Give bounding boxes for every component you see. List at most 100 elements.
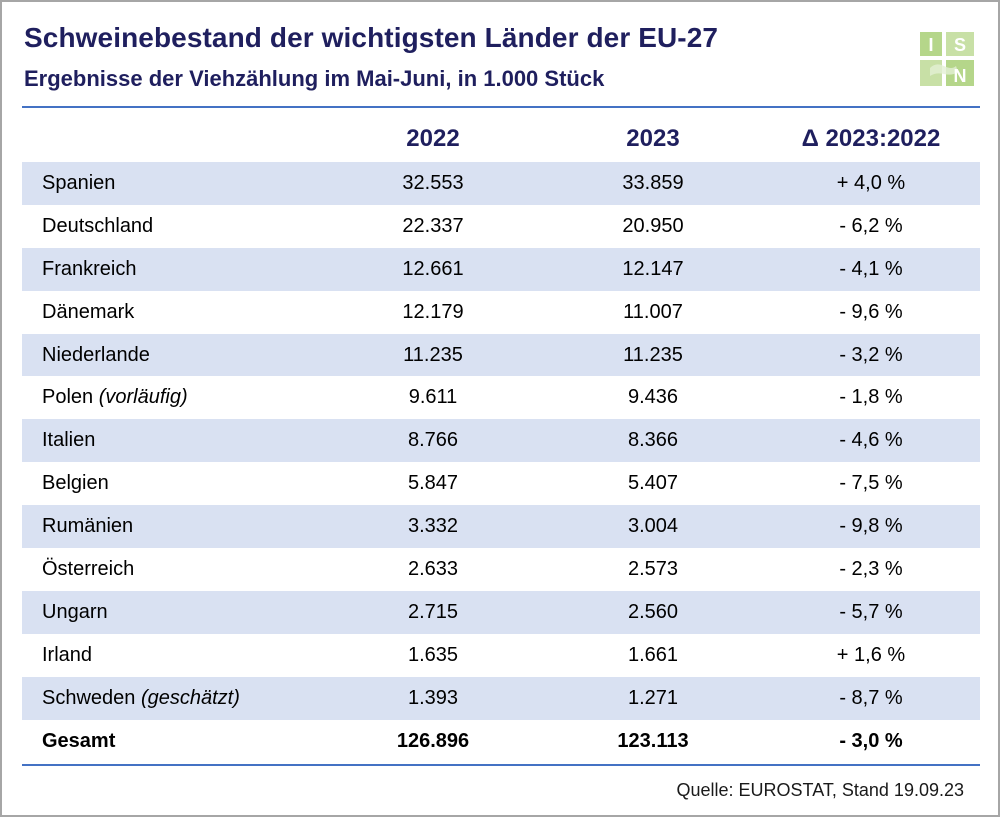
value-2023: 33.859: [544, 162, 762, 205]
country-cell: Dänemark: [22, 291, 322, 334]
country-note: (geschätzt): [140, 686, 240, 709]
value-2022: 5.847: [407, 472, 459, 495]
change-value: - 8,7 %: [762, 676, 980, 720]
value-2023: 11.235: [544, 333, 762, 377]
table-row: Ungarn 2.715 2.560- 5,7 %: [22, 590, 980, 634]
value-2023: 9.436: [627, 386, 679, 409]
value-2023: 2.573: [627, 557, 679, 580]
change-value: - 9,8 %: [762, 505, 980, 549]
change-value: - 5,7 %: [762, 590, 980, 634]
value-2023: 1.271: [544, 676, 762, 720]
value-2023: 12.147: [544, 247, 762, 291]
value-2023: 5.407: [627, 472, 679, 495]
header-country: [22, 116, 322, 162]
change-value: - 2,3 %: [839, 557, 903, 580]
country-cell: Ungarn: [22, 590, 322, 634]
country-cell: Spanien: [22, 162, 322, 205]
table-row: Rumänien 3.332 3.004- 9,8 %: [22, 505, 980, 549]
total-change: - 3,0 %: [839, 729, 903, 752]
country-cell: Niederlande: [22, 333, 322, 377]
header-2023: 2023: [626, 125, 680, 152]
change-value: - 6,2 %: [839, 214, 903, 237]
table-row: Niederlande 11.235 11.235- 3,2 %: [22, 333, 980, 377]
change-value: - 4,1 %: [762, 247, 980, 291]
value-2022: 8.766: [322, 419, 544, 463]
country-name: Dänemark: [42, 300, 135, 323]
table-body: Spanien 32.553 33.859 + 4,0 % Deutschland 22.…: [22, 162, 980, 762]
table-bottom-rule: [22, 764, 980, 766]
table-row: Schweden (geschätzt) 1.393 1.271- 8,7 %: [22, 676, 980, 720]
source-note: Quelle: EUROSTAT, Stand 19.09.23: [676, 780, 964, 800]
country-name: Frankreich: [42, 257, 137, 280]
change-value: + 4,0 %: [762, 162, 980, 205]
change-value: + 1,6 %: [836, 643, 906, 666]
table-row: Spanien 32.553 33.859 + 4,0 %: [22, 162, 980, 205]
country-cell: Polen (vorläufig): [22, 376, 322, 419]
country-cell: Frankreich: [22, 247, 322, 291]
change-value: - 7,5 %: [839, 472, 903, 495]
table-row: Dänemark 12.179 11.007 - 9,6 %: [22, 291, 980, 334]
country-note: (vorläufig): [98, 386, 188, 409]
country-cell: Italien: [22, 419, 322, 463]
country-cell: Irland: [22, 634, 322, 677]
value-2022: 1.393: [322, 676, 544, 720]
country-name: Deutschland: [42, 214, 154, 237]
value-2022: 1.635: [407, 643, 459, 666]
value-2023: 8.366: [544, 419, 762, 463]
country-name: Italien: [42, 429, 96, 452]
country-cell: Rumänien: [22, 505, 322, 549]
country-cell: Österreich: [22, 548, 322, 591]
table-row: Österreich 2.633 2.573 - 2,3 %: [22, 548, 980, 591]
country-name: Rumänien: [42, 515, 134, 538]
country-name: Irland: [42, 643, 93, 666]
value-2022: 11.235: [322, 333, 544, 377]
country-name: Niederlande: [42, 343, 150, 366]
country-name: Schweden: [42, 686, 136, 709]
total-2022: 126.896: [396, 729, 470, 752]
change-value: - 9,6 %: [839, 300, 903, 323]
country-cell: Belgien: [22, 462, 322, 505]
table-header-row: 2022 2023 Δ 2023:2022: [22, 116, 980, 162]
value-2022: 9.611: [408, 386, 458, 409]
value-2023: 20.950: [622, 214, 684, 237]
country-cell: Deutschland: [22, 205, 322, 248]
page-subtitle: Ergebnisse der Viehzählung im Mai-Juni, …: [24, 66, 605, 91]
logo-letter-s: S: [954, 35, 966, 55]
change-value: - 3,2 %: [762, 333, 980, 377]
change-value: - 4,6 %: [762, 419, 980, 463]
country-name: Österreich: [42, 557, 135, 580]
header-2022: 2022: [406, 125, 460, 152]
value-2022: 3.332: [322, 505, 544, 549]
table-row: Italien 8.766 8.366- 4,6 %: [22, 419, 980, 463]
value-2023: 2.560: [544, 590, 762, 634]
table-row: Deutschland 22.337 20.950 - 6,2 %: [22, 205, 980, 248]
header-change: Δ 2023:2022: [801, 125, 941, 152]
table-row: Belgien 5.847 5.407 - 7,5 %: [22, 462, 980, 505]
country-name: Polen: [42, 386, 94, 409]
total-label: Gesamt: [42, 729, 116, 752]
logo-letter-n: N: [954, 66, 967, 86]
total-row: Gesamt 126.896 123.113 - 3,0 %: [22, 720, 980, 763]
table-row: Irland 1.635 1.661 + 1,6 %: [22, 634, 980, 677]
value-2022: 12.179: [402, 300, 464, 323]
page-title: Schweinebestand der wichtigsten Länder d…: [24, 22, 719, 53]
table-row: Polen (vorläufig) 9.611 9.436 - 1,8 %: [22, 376, 980, 419]
pig-population-table: 2022 2023 Δ 2023:2022 Spanien 32.553 33.85…: [22, 116, 980, 762]
change-value: - 1,8 %: [839, 386, 903, 409]
country-name: Ungarn: [42, 600, 108, 623]
country-name: Spanien: [42, 171, 116, 194]
value-2023: 1.661: [627, 643, 679, 666]
country-cell: Schweden (geschätzt): [22, 676, 322, 720]
isn-logo-icon: I S N: [916, 28, 978, 90]
value-2022: 2.715: [322, 590, 544, 634]
value-2022: 32.553: [322, 162, 544, 205]
value-2023: 3.004: [544, 505, 762, 549]
value-2022: 12.661: [322, 247, 544, 291]
total-2023: 123.113: [617, 729, 689, 752]
header-divider: [22, 106, 980, 108]
value-2022: 2.633: [407, 557, 459, 580]
logo-letter-i: I: [928, 35, 933, 55]
table-row: Frankreich 12.661 12.147- 4,1 %: [22, 247, 980, 291]
country-name: Belgien: [42, 472, 109, 495]
